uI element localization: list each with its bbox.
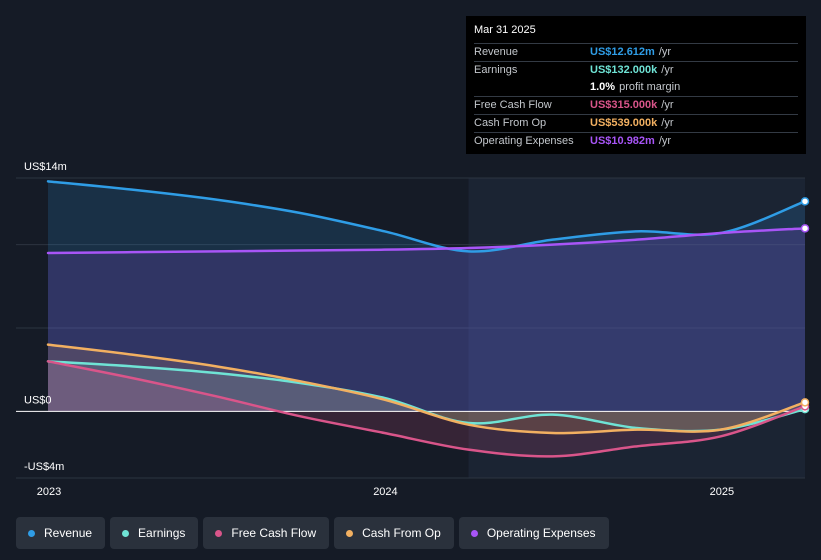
tooltip-row: Revenue US$12.612m/yr (474, 43, 798, 61)
tooltip-row: Operating Expenses US$10.982m/yr (474, 132, 798, 150)
tooltip-row-label: Operating Expenses (474, 135, 574, 147)
legend-label: Revenue (44, 526, 93, 540)
tooltip-row-value: 1.0% (590, 81, 616, 93)
tooltip-row-value: US$12.612m (590, 46, 655, 58)
tooltip-row-label (474, 79, 590, 96)
y-tick-label: US$14m (24, 161, 67, 173)
series-endpoint (800, 197, 810, 206)
tooltip-row-unit: /yr (658, 135, 672, 147)
legend-dot-icon (122, 529, 130, 537)
series-line (46, 180, 807, 253)
series-area (48, 181, 805, 412)
legend-item[interactable]: Cash From Op (334, 517, 454, 549)
y-axis-labels: US$14m US$0 -US$4m (24, 161, 67, 473)
legend: Revenue Earnings Free Cash Flow Cash From O… (16, 517, 609, 549)
tooltip-row-value: US$539.000k (590, 117, 658, 129)
tooltip-row: 1.0% profit margin (474, 79, 798, 96)
legend-item[interactable]: Revenue (16, 517, 106, 549)
tooltip-rows: Revenue US$12.612m/yr Earnings US$132.000k /… (474, 43, 798, 150)
legend-dot-icon (28, 529, 35, 537)
chart: US$14m US$0 -US$4m 2023 2024 2025 (16, 161, 810, 498)
series-area (48, 228, 805, 412)
tooltip-row: Earnings US$132.000k/yr (474, 61, 798, 79)
series-line (46, 360, 807, 458)
gridlines (16, 177, 805, 479)
legend-label: Cash From Op (362, 526, 441, 540)
legend-label: Free Cash Flow (231, 526, 317, 540)
legend-label: Operating Expenses (486, 526, 596, 540)
legend-dot-icon (470, 529, 478, 537)
series-endpoint (800, 398, 810, 407)
tooltip-row-unit: /yr (661, 117, 674, 129)
tooltip-row-label: Earnings (474, 64, 518, 76)
y-tick-label: -US$4m (24, 461, 64, 473)
x-axis-labels: 2023 2024 2025 (37, 486, 734, 498)
tooltip-row-unit: /yr (661, 99, 674, 111)
legend-item[interactable]: Free Cash Flow (203, 517, 330, 549)
tooltip-date: Mar 31 2025 (474, 24, 536, 36)
tooltip-row-value: US$315.000k (590, 99, 658, 111)
series-line (46, 227, 807, 255)
x-tick-label: 2023 (37, 486, 61, 498)
tooltip-row: Free Cash Flow US$315.000k/yr (474, 96, 798, 114)
tooltip-row-value: US$10.982m (590, 135, 655, 147)
tooltip: Mar 31 2025 Revenue US$12.612m/yr Earnings… (466, 16, 806, 154)
tooltip-row-unit: /yr (658, 46, 672, 58)
tooltip-row-label: Revenue (474, 46, 519, 58)
series-area (48, 361, 805, 432)
x-tick-label: 2024 (373, 486, 397, 498)
tooltip-row-label: Cash From Op (474, 117, 547, 129)
series-line (46, 343, 807, 435)
legend-item[interactable]: Operating Expenses (458, 517, 609, 549)
legend-dot-icon (215, 529, 223, 537)
legend-label: Earnings (138, 526, 186, 540)
series-lines (46, 180, 807, 458)
y-tick-label: US$0 (24, 394, 52, 406)
tooltip-row: Cash From Op US$539.000k/yr (474, 114, 798, 132)
legend-dot-icon (346, 529, 354, 537)
tooltip-row-unit: profit margin (619, 81, 681, 93)
legend-item[interactable]: Earnings (110, 517, 199, 549)
tooltip-row-label: Free Cash Flow (474, 99, 552, 111)
series-area (48, 361, 805, 457)
tooltip-row-unit: /yr (661, 64, 674, 76)
series-endpoints (800, 197, 810, 414)
tooltip-row-value: US$132.000k (590, 64, 658, 76)
series-endpoint (800, 224, 810, 233)
x-tick-label: 2025 (710, 486, 734, 498)
